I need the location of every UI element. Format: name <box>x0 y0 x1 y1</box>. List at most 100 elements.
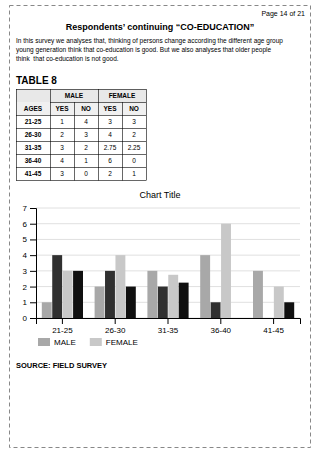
table-cell: 3 <box>60 144 64 151</box>
table-cell: 4 <box>108 131 112 138</box>
bars <box>42 224 294 318</box>
legend-item: FEMALE <box>90 338 138 347</box>
y-tick-label: 0 <box>23 314 28 323</box>
x-tick: 21-25 <box>52 318 73 335</box>
legend: MALE FEMALE <box>38 338 138 347</box>
y-tick-mark <box>30 302 36 303</box>
source: SOURCE: FIELD SURVEY <box>16 361 107 370</box>
x-tick-mark <box>62 318 63 324</box>
grid-line <box>36 255 300 256</box>
table-rule <box>16 154 146 155</box>
legend-swatch <box>38 338 50 346</box>
y-tick: 2 <box>23 283 36 292</box>
y-tick: 5 <box>23 235 36 244</box>
table-group-header: MALE <box>65 92 84 99</box>
table-cell: 3 <box>132 118 136 125</box>
table-cell: 4 <box>60 157 64 164</box>
table-cell: 0 <box>132 157 136 164</box>
table-cell: 0 <box>84 170 88 177</box>
bar <box>158 287 168 318</box>
page: Page 14 of 21Respondents’ continuing “CO… <box>0 0 320 453</box>
y-tick-mark <box>30 255 36 256</box>
x-axis: 21-25 26-30 31-35 36-40 41-45 <box>37 318 301 335</box>
legend-swatch <box>90 338 102 346</box>
y-tick: 3 <box>23 267 36 276</box>
table-cell: 2 <box>132 131 136 138</box>
y-tick: 4 <box>23 251 36 260</box>
page-border <box>10 6 311 448</box>
grid <box>36 208 300 318</box>
x-tick-label: 36-40 <box>211 326 232 335</box>
chart-title: Chart Title <box>139 190 180 200</box>
table: MALEFEMALEAGESYESNOYESNO21-25143326-3023… <box>16 89 147 181</box>
x-tick-label: 31-35 <box>158 326 179 335</box>
y-tick-mark <box>30 287 36 288</box>
y-tick: 6 <box>23 220 36 229</box>
x-tick-mark <box>168 318 169 324</box>
table-cell: 2 <box>84 144 88 151</box>
table-cell: 2.25 <box>128 144 141 151</box>
table-title: TABLE 8 <box>16 75 57 86</box>
body-line: In this survey we analyses that, thinkin… <box>16 37 283 45</box>
bar-chart: 21-2526-3031-3536-4041-4501234567 <box>23 204 301 335</box>
x-tick-mark <box>273 318 274 324</box>
y-tick-label: 4 <box>23 251 28 260</box>
bar <box>63 271 73 318</box>
grid-line <box>36 208 300 209</box>
y-tick-mark <box>30 208 36 209</box>
bar <box>231 318 241 319</box>
table-cell: 41-45 <box>25 170 42 177</box>
x-tick: 26-30 <box>105 318 126 335</box>
x-tick-label: 21-25 <box>52 326 73 335</box>
bar <box>284 302 294 318</box>
body-line: think that co-education is not good. <box>16 55 119 63</box>
y-tick-label: 1 <box>23 298 28 307</box>
body-line: young generation think that co-education… <box>16 46 272 54</box>
x-tick-mark <box>220 318 221 324</box>
x-tick: 36-40 <box>211 318 232 335</box>
x-tick: 41-45 <box>263 318 284 335</box>
y-tick-mark <box>30 239 36 240</box>
legend-label: MALE <box>54 338 76 347</box>
y-tick-mark <box>30 224 36 225</box>
bar <box>95 287 105 318</box>
table-column-header: YES <box>103 105 117 112</box>
bar <box>200 255 210 318</box>
legend-item: MALE <box>38 338 76 347</box>
y-tick-label: 3 <box>23 267 28 276</box>
table-group-header: FEMALE <box>109 92 136 99</box>
y-axis: 01234567 <box>23 204 37 323</box>
bar <box>147 271 157 318</box>
y-tick-mark <box>30 318 36 319</box>
y-tick-mark <box>30 271 36 272</box>
table-cell: 4 <box>84 118 88 125</box>
section-title: Respondents’ continuing “CO-EDUCATION” <box>66 22 254 32</box>
x-axis-line <box>37 319 301 325</box>
table-column-header: NO <box>129 105 139 112</box>
bar <box>52 255 62 318</box>
bar <box>274 287 284 318</box>
table-rule <box>16 128 146 129</box>
table-cell: 36-40 <box>25 157 42 164</box>
y-tick-label: 5 <box>23 235 28 244</box>
table-cell: 1 <box>60 118 64 125</box>
table-rule <box>98 89 99 181</box>
table-rule <box>16 115 146 116</box>
table-column-header: YES <box>55 105 69 112</box>
y-tick: 0 <box>23 314 36 323</box>
bar <box>221 224 231 318</box>
table-cell: 1 <box>84 157 88 164</box>
table-rule <box>146 89 147 181</box>
table-cell: 6 <box>108 157 112 164</box>
table-cell: 21-25 <box>25 118 42 125</box>
bar <box>42 302 52 318</box>
table-rule <box>122 102 123 181</box>
table-rule <box>16 167 146 168</box>
grid-line <box>36 239 300 240</box>
bar <box>115 255 125 318</box>
x-tick-label: 41-45 <box>263 326 284 335</box>
body-text: In this survey we analyses that, thinkin… <box>16 37 283 63</box>
y-axis-line <box>30 209 37 319</box>
table-rule <box>16 141 146 142</box>
x-tick-mark <box>115 318 116 324</box>
